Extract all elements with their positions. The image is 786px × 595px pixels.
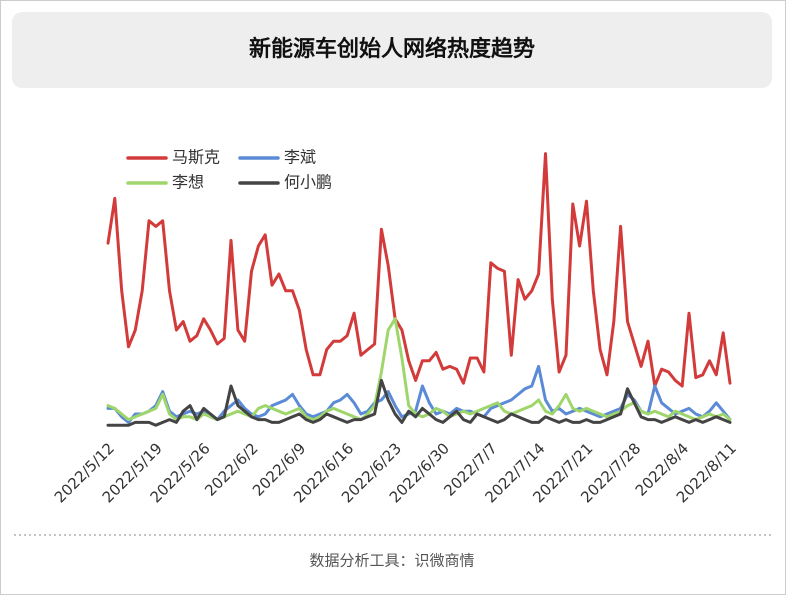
title-box — [12, 12, 772, 88]
series-line — [106, 317, 732, 422]
series-line — [106, 152, 732, 388]
legend-label: 李想 — [172, 173, 204, 192]
series-line — [106, 378, 732, 427]
legend-label: 李斌 — [284, 148, 316, 167]
legend-label: 何小鹏 — [284, 173, 332, 192]
chart-title: 新能源车创始人网络热度趋势 — [249, 36, 535, 62]
footer: 数据分析工具：识微商情 — [309, 552, 474, 570]
legend-label: 马斯克 — [172, 148, 220, 167]
